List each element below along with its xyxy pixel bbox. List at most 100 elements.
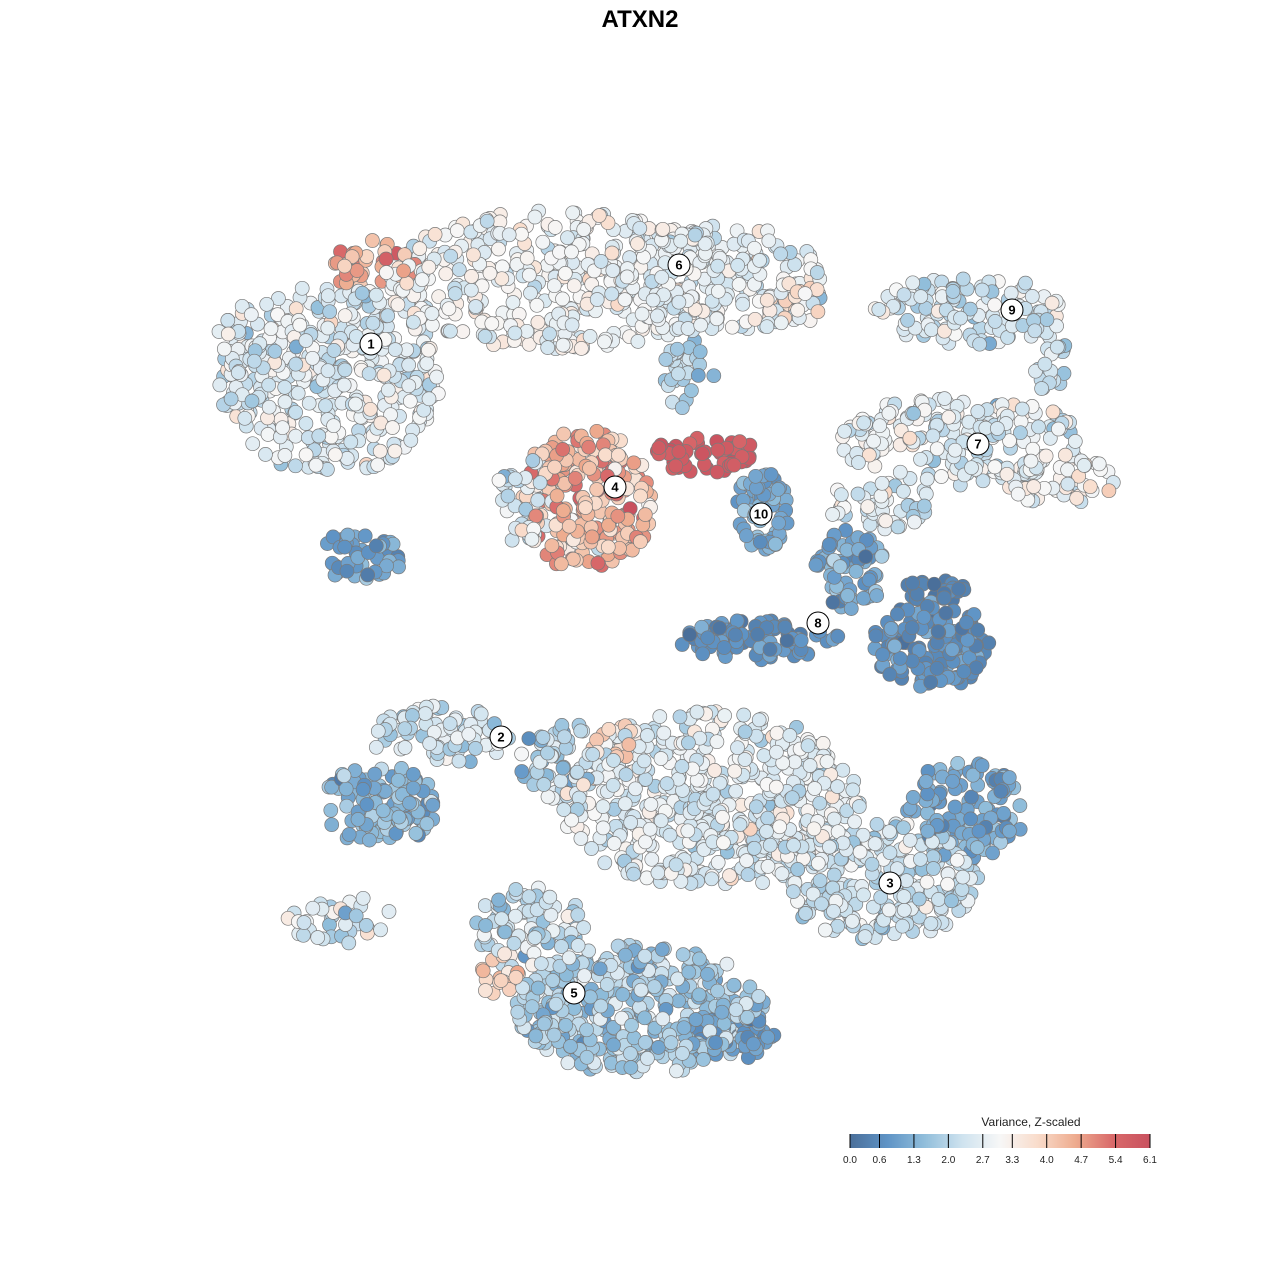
- cell-point: [692, 344, 708, 360]
- cell-point: [443, 248, 459, 264]
- cell-point: [579, 1022, 594, 1038]
- cell-point: [692, 951, 707, 967]
- cell-point: [573, 831, 589, 846]
- cell-point: [962, 301, 978, 317]
- cell-point: [1002, 433, 1017, 449]
- cell-point: [843, 601, 859, 616]
- cell-point: [687, 227, 703, 243]
- cell-point: [599, 977, 615, 992]
- cell-point: [759, 319, 775, 335]
- cell-point: [1037, 356, 1053, 372]
- cell-point: [896, 820, 911, 836]
- cell-point: [424, 306, 440, 321]
- cell-point: [710, 983, 725, 999]
- cell-point: [750, 627, 765, 642]
- cell-point: [263, 321, 279, 337]
- cell-point: [658, 352, 674, 367]
- cell-point: [739, 853, 754, 868]
- cell-point: [290, 385, 306, 401]
- cell-point: [323, 802, 339, 818]
- cell-point: [561, 518, 577, 534]
- cell-point: [527, 209, 543, 225]
- cell-point: [501, 227, 517, 243]
- cell-point: [924, 322, 939, 338]
- cell-point: [851, 799, 867, 814]
- cell-point: [497, 924, 513, 940]
- legend-tick-label: 4.0: [1040, 1155, 1054, 1166]
- cell-point: [993, 783, 1009, 799]
- cell-point: [380, 308, 396, 324]
- cell-point: [555, 337, 571, 353]
- cell-point: [535, 730, 551, 745]
- cell-point: [288, 404, 303, 420]
- cell-point: [326, 418, 341, 434]
- cell-point: [815, 736, 831, 751]
- cell-point: [589, 423, 605, 439]
- cell-point: [1067, 434, 1083, 449]
- cell-point: [479, 213, 495, 229]
- cell-point: [860, 499, 876, 515]
- cell-point: [523, 285, 538, 301]
- cell-point: [866, 433, 881, 449]
- cell-point: [357, 528, 373, 544]
- legend-tick-label: 2.0: [941, 1155, 955, 1166]
- cluster-label-4: 4: [603, 475, 627, 499]
- cluster-label-text: 10: [754, 507, 768, 522]
- cell-point: [724, 319, 740, 335]
- cell-point: [760, 810, 776, 826]
- cell-point: [521, 889, 537, 905]
- cell-point: [881, 902, 897, 918]
- cell-point: [941, 409, 957, 425]
- legend-tick-label: 1.3: [907, 1155, 921, 1166]
- cell-point: [337, 258, 352, 274]
- cell-point: [510, 1004, 526, 1020]
- cell-point: [468, 299, 484, 314]
- cell-point: [651, 1040, 666, 1055]
- cell-point: [770, 482, 786, 497]
- cell-point: [555, 291, 570, 307]
- cell-point: [760, 859, 776, 874]
- cell-point: [777, 619, 793, 635]
- cell-point: [710, 442, 726, 458]
- cell-point: [840, 588, 856, 603]
- cell-point: [700, 630, 716, 646]
- cell-point: [570, 907, 586, 923]
- cell-point: [807, 781, 822, 796]
- cell-point: [606, 753, 621, 768]
- cell-point: [739, 528, 754, 544]
- cell-point: [644, 851, 660, 867]
- cell-point: [918, 486, 934, 502]
- cell-point: [936, 590, 952, 606]
- cell-point: [830, 628, 846, 644]
- cell-point: [320, 363, 336, 379]
- cell-point: [848, 564, 864, 579]
- cell-point: [406, 314, 421, 330]
- cell-point: [695, 446, 710, 461]
- cell-point: [570, 938, 586, 953]
- cell-point: [350, 812, 366, 827]
- cell-point: [617, 292, 633, 307]
- cell-point: [916, 609, 932, 625]
- cell-point: [675, 947, 691, 962]
- cell-point: [547, 220, 563, 235]
- cell-point: [576, 222, 592, 237]
- cell-point: [926, 861, 941, 876]
- cell-point: [373, 922, 388, 938]
- cell-point: [348, 396, 363, 412]
- cell-point: [515, 980, 530, 996]
- cell-point: [645, 292, 661, 308]
- cell-point: [771, 515, 786, 531]
- cell-point: [455, 324, 471, 339]
- cell-point: [632, 220, 648, 236]
- legend-title: Variance, Z-scaled: [981, 1115, 1080, 1129]
- cell-point: [535, 234, 551, 250]
- cell-point: [947, 442, 963, 458]
- cell-point: [762, 837, 778, 853]
- cell-point: [341, 935, 357, 951]
- cell-point: [974, 282, 990, 298]
- cell-point: [904, 620, 920, 636]
- cell-point: [367, 766, 383, 782]
- cell-point: [606, 1020, 621, 1035]
- cell-point: [419, 356, 435, 371]
- cell-point: [521, 267, 537, 283]
